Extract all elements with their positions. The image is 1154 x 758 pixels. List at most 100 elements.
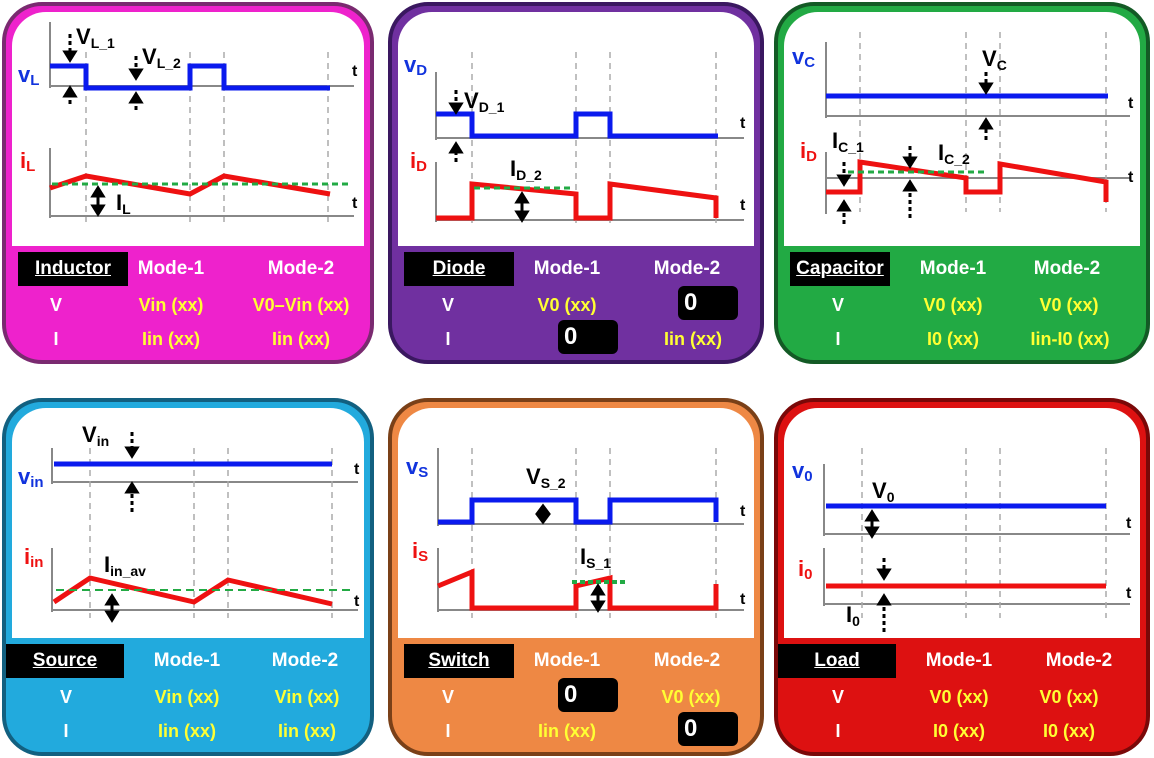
load-card: v0 i0 t t V0 I0 Load Mode-1 Mode-2 V V0 …: [774, 398, 1150, 756]
switch-card: vS iS t t VS_2 IS_1 Switch Mode-1 Mode-2…: [388, 398, 764, 756]
svg-text:ID_2: ID_2: [510, 156, 542, 183]
capacitor-card: vC iD t t VC IC_1 IC_2 Capacitor Mode-1 …: [774, 2, 1150, 364]
diode-table-label: Diode: [404, 252, 514, 286]
diode-voltage-trace: [436, 111, 718, 139]
svg-text:VL_2: VL_2: [142, 44, 181, 71]
switch-mode2-header: Mode-2: [653, 650, 721, 671]
load-i-mode1: I0 (xx): [932, 721, 986, 741]
switch-v-mode2: V0 (xx): [661, 687, 721, 707]
load-mode2-header: Mode-2: [1045, 650, 1113, 671]
capacitor-mode1-header: Mode-1: [919, 258, 987, 279]
svg-text:vC: vC: [792, 44, 815, 71]
capacitor-table: Capacitor Mode-1 Mode-2 V V0 (xx) V0 (xx…: [778, 246, 1146, 360]
svg-text:t: t: [352, 63, 358, 80]
svg-text:t: t: [1128, 169, 1134, 186]
inductor-mode1-header: Mode-1: [137, 258, 205, 279]
switch-current-trace: [437, 568, 719, 611]
svg-text:t: t: [354, 593, 360, 610]
source-card: vin iin t t Vin Iin_av Source Mode-1 Mod…: [2, 398, 374, 756]
svg-text:v0: v0: [792, 458, 813, 485]
diode-table: Diode Mode-1 Mode-2 V V0 (xx) 0 I 0 Iin …: [392, 246, 760, 360]
diode-current-trace: [436, 181, 719, 221]
svg-text:iL: iL: [20, 148, 35, 175]
load-plot: v0 i0 t t V0 I0: [784, 408, 1140, 638]
load-waveforms: v0 i0 t t V0 I0: [792, 448, 1132, 632]
capacitor-plot: vC iD t t VC IC_1 IC_2: [784, 12, 1140, 246]
capacitor-current-trace: [826, 159, 1109, 202]
capacitor-waveforms: vC iD t t VC IC_1 IC_2: [792, 32, 1134, 224]
source-mode1-header: Mode-1: [153, 650, 221, 671]
inductor-waveforms: vL iL t t VL_1 VL_2 IL: [18, 22, 358, 222]
capacitor-v-mode2: V0 (xx): [1039, 295, 1099, 315]
svg-text:vin: vin: [18, 464, 44, 491]
inductor-table: Inductor Mode-1 Mode-2 V Vin (xx) V0–Vin…: [6, 246, 370, 360]
switch-waveforms: vS iS t t VS_2 IS_1: [406, 448, 746, 618]
svg-text:VD_1: VD_1: [464, 88, 505, 115]
source-v-mode2: Vin (xx): [274, 687, 340, 707]
svg-text:t: t: [740, 197, 746, 214]
diode-v-mode2-zero: 0: [678, 286, 738, 320]
svg-text:IC_2: IC_2: [938, 140, 970, 167]
svg-text:t: t: [1126, 515, 1132, 532]
svg-text:VC: VC: [982, 46, 1007, 73]
svg-text:t: t: [740, 115, 746, 132]
switch-i-mode1: Iin (xx): [537, 721, 596, 741]
svg-text:IC_1: IC_1: [832, 128, 864, 155]
source-plot: vin iin t t Vin Iin_av: [12, 408, 364, 638]
svg-text:t: t: [740, 591, 746, 608]
svg-text:VS_2: VS_2: [526, 464, 566, 491]
svg-text:iD: iD: [800, 138, 817, 165]
load-row-i: I: [835, 721, 841, 741]
svg-text:t: t: [354, 461, 360, 478]
switch-voltage-trace: [438, 497, 719, 525]
source-row-i: I: [63, 721, 69, 741]
source-mode2-header: Mode-2: [271, 650, 339, 671]
source-table-label: Source: [6, 644, 124, 678]
diode-plot: vD iD t t VD_1 ID_2: [398, 12, 754, 246]
switch-table-label: Switch: [404, 644, 514, 678]
capacitor-row-i: I: [835, 329, 841, 349]
source-current-trace: [52, 575, 333, 607]
switch-mode1-header: Mode-1: [533, 650, 601, 671]
inductor-v-mode2: V0–Vin (xx): [252, 295, 350, 315]
diode-mode2-header: Mode-2: [653, 258, 721, 279]
capacitor-mode2-header: Mode-2: [1033, 258, 1101, 279]
load-row-v: V: [831, 687, 844, 707]
inductor-plot: vL iL t t VL_1 VL_2 IL: [12, 12, 364, 246]
svg-text:Vin: Vin: [82, 422, 109, 449]
inductor-i-mode1: Iin (xx): [141, 329, 200, 349]
switch-row-i: I: [445, 721, 451, 741]
svg-text:I0: I0: [846, 602, 860, 629]
switch-plot: vS iS t t VS_2 IS_1: [398, 408, 754, 638]
inductor-row-v: V: [49, 295, 62, 315]
diode-row-i: I: [445, 329, 451, 349]
inductor-i-mode2: Iin (xx): [271, 329, 330, 349]
capacitor-row-v: V: [831, 295, 844, 315]
source-row-v: V: [59, 687, 72, 707]
diode-i-mode1-zero: 0: [558, 320, 618, 354]
inductor-row-i: I: [53, 329, 59, 349]
load-i-mode2: I0 (xx): [1042, 721, 1096, 741]
switch-table: Switch Mode-1 Mode-2 V 0 V0 (xx) I Iin (…: [392, 638, 760, 752]
source-v-mode1: Vin (xx): [154, 687, 220, 707]
inductor-table-label: Inductor: [18, 252, 128, 286]
svg-text:vS: vS: [406, 454, 428, 481]
capacitor-i-mode1: I0 (xx): [926, 329, 980, 349]
source-waveforms: vin iin t t Vin Iin_av: [18, 422, 360, 623]
switch-v-mode1-zero: 0: [558, 678, 618, 712]
diode-i-mode2: Iin (xx): [663, 329, 722, 349]
source-table: Source Mode-1 Mode-2 V Vin (xx) Vin (xx)…: [6, 638, 370, 752]
svg-text:t: t: [740, 503, 746, 520]
capacitor-i-mode2: Iin-I0 (xx): [1030, 329, 1110, 349]
load-table: Load Mode-1 Mode-2 V V0 (xx) V0 (xx) I I…: [778, 638, 1146, 752]
svg-text:vD: vD: [404, 52, 427, 79]
source-i-mode2: Iin (xx): [277, 721, 336, 741]
diode-card: vD iD t t VD_1 ID_2 Diode Mode-1 Mode-2 …: [388, 2, 764, 364]
inductor-v-mode1: Vin (xx): [138, 295, 204, 315]
svg-text:IL: IL: [116, 190, 131, 217]
inductor-mode2-header: Mode-2: [267, 258, 335, 279]
source-i-mode1: Iin (xx): [157, 721, 216, 741]
inductor-current-trace: [49, 173, 331, 197]
svg-text:t: t: [1128, 95, 1134, 112]
svg-text:t: t: [1126, 585, 1132, 602]
